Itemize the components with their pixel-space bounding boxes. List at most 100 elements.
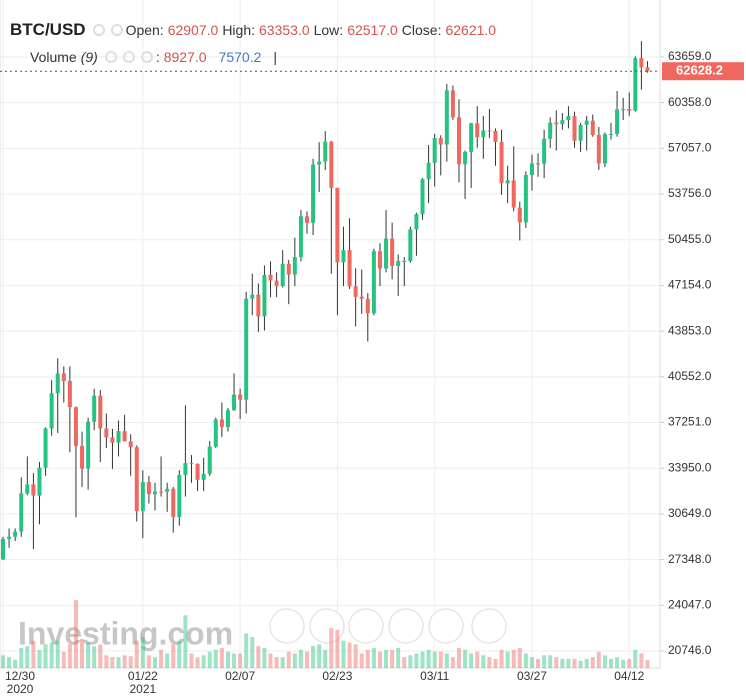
candle-body (444, 90, 449, 145)
volume-bar (177, 640, 182, 668)
volume-bar (104, 655, 109, 668)
volume-bar (116, 657, 121, 668)
volume-bar (250, 637, 255, 668)
candle-body (86, 421, 91, 469)
volume-bar (645, 659, 650, 668)
volume-bar (110, 657, 115, 668)
volume-bar (566, 658, 571, 668)
volume-bar (268, 653, 273, 668)
eye-icon[interactable] (104, 51, 117, 63)
tool-button[interactable] (269, 608, 305, 644)
candle-body (523, 174, 528, 223)
candle-body (566, 116, 571, 121)
volume-bar (80, 638, 85, 668)
volume-bar (463, 649, 468, 668)
candle-body (122, 431, 127, 442)
volume-bar (390, 649, 395, 668)
volume-bar (323, 649, 328, 668)
volume-bar (475, 651, 480, 668)
candle-body (572, 116, 577, 141)
volume-bar (159, 649, 164, 668)
volume-bar (426, 649, 431, 668)
candle-body (104, 428, 109, 438)
settings-icon[interactable] (122, 51, 135, 63)
volume-bar (365, 649, 370, 668)
candle-body (359, 296, 364, 299)
candle-body (317, 161, 322, 165)
volume-bar (92, 646, 97, 668)
candle-body (49, 393, 54, 429)
y-axis: 63659.0 60358.0 57057.0 53756.0 50455.0 47154… (0, 49, 744, 657)
volume-bar (529, 657, 534, 668)
field-label: Low: (313, 22, 344, 38)
candle-body (463, 151, 468, 165)
tool-button[interactable] (428, 608, 464, 644)
volume-bar (292, 653, 297, 668)
eye-icon[interactable] (92, 24, 105, 36)
volume-bar (43, 644, 48, 668)
volume-bar (134, 640, 139, 668)
close-icon[interactable] (140, 51, 153, 63)
candle-body (438, 137, 443, 145)
volume-bar (13, 659, 18, 668)
candle-body (365, 298, 370, 314)
volume-bar (609, 658, 613, 668)
candle-body (116, 431, 121, 443)
tool-button[interactable] (471, 608, 507, 644)
candle-body (311, 164, 316, 223)
volume-bar (232, 653, 237, 668)
x-tick-label: 12/30 2020 (4, 669, 36, 696)
volume-bar (396, 648, 401, 668)
volume-bar (238, 653, 243, 668)
candle-body (493, 130, 498, 142)
candle-body (627, 109, 632, 111)
volume-bar (195, 657, 200, 668)
watermark: Investing.com (18, 615, 233, 651)
volume-period: (9) (80, 49, 98, 65)
volume-bar (615, 657, 620, 668)
candle-body (73, 407, 78, 446)
candle-body (353, 286, 358, 297)
volume-bar (432, 651, 437, 668)
candle-body (219, 419, 224, 428)
volume-bar (280, 657, 285, 668)
candle-body (201, 473, 206, 480)
candle-body (384, 238, 389, 269)
y-tick-label: 63659.0 (668, 49, 712, 63)
candle-body (286, 263, 291, 275)
candle-body (67, 380, 72, 408)
volume-bar (311, 646, 316, 668)
candle-body (475, 123, 480, 138)
candle-body (602, 134, 607, 164)
volume-bar (67, 644, 72, 668)
volume-bar (523, 653, 528, 668)
candle-body (43, 428, 48, 468)
candle-body (560, 120, 565, 125)
volume-bar (621, 659, 626, 668)
volume-bar (633, 649, 638, 668)
volume-bar (487, 657, 492, 668)
candle-body (529, 163, 534, 175)
tool-button[interactable] (388, 608, 424, 644)
candle-body (110, 437, 115, 443)
candle-body (1, 538, 5, 560)
header: BTC/USD Open: 62907.0 High: 63353.0 Low: 62… (0, 18, 500, 42)
volume-bar (256, 646, 261, 668)
candle-body (402, 260, 407, 262)
candle-body (256, 294, 261, 317)
volume-bar (444, 653, 449, 668)
volume-bar (37, 649, 42, 668)
x-tick-label: 02/07 (225, 669, 256, 683)
candle-body (189, 463, 194, 465)
candle-body (390, 238, 395, 266)
candle-body (146, 482, 151, 495)
candle-body (645, 67, 650, 72)
volume-bar (493, 658, 498, 668)
volume-bar (274, 657, 279, 668)
tool-button[interactable] (309, 608, 345, 644)
x-tick-label: 03/11 (420, 669, 450, 683)
candles (1, 41, 650, 561)
settings-icon[interactable] (110, 24, 123, 36)
volume-bar (505, 651, 510, 668)
tool-button[interactable] (348, 608, 384, 644)
